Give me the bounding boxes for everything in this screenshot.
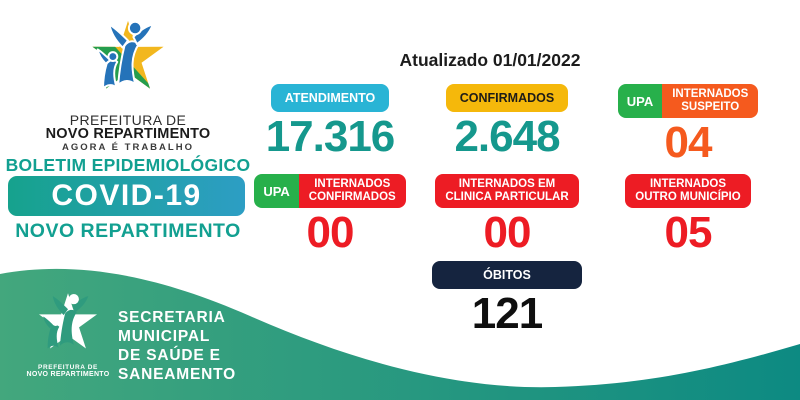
stat-badge: UPA INTERNADOS SUSPEITO (617, 84, 759, 119)
prefeitura-slogan: AGORA É TRABALHO (62, 142, 194, 153)
footer-prefeitura-line1: PREFEITURA DE (38, 364, 98, 371)
stat-value: 121 (471, 289, 543, 339)
footer-wave-shape (0, 268, 800, 400)
updated-date-label: Atualizado 01/01/2022 (399, 50, 581, 70)
city-name: NOVO REPARTIMENTO (15, 220, 241, 242)
secretaria-title: SECRETARIA MUNICIPAL DE SAÚDE E SANEAMEN… (118, 309, 236, 383)
stat-card-upa-internados-suspeito: UPA INTERNADOS SUSPEITO 04 (606, 84, 770, 166)
stat-value: 04 (664, 118, 713, 168)
stat-badge: INTERNADOS EM CLINICA PARTICULAR (435, 174, 579, 209)
stat-badge: CONFIRMADOS (445, 84, 569, 113)
stat-value: 2.648 (454, 112, 560, 162)
stat-label: ATENDIMENTO (270, 84, 390, 113)
stat-value: 00 (483, 208, 532, 258)
stat-badge: UPA INTERNADOS CONFIRMADOS (254, 174, 406, 209)
brand-column: PREFEITURA DE NOVO REPARTIMENTO AGORA É … (0, 0, 256, 260)
footer-prefeitura-line2: NOVO REPARTIMENTO (26, 371, 110, 378)
stat-label: INTERNADOS EM CLINICA PARTICULAR (435, 174, 579, 209)
stat-badge: INTERNADOS OUTRO MUNICÍPIO (625, 174, 751, 209)
prefeitura-star-logo-icon (92, 20, 164, 90)
footer-prefeitura-caption: PREFEITURA DE NOVO REPARTIMENTO (8, 364, 128, 378)
secretaria-star-logo-icon (38, 293, 98, 349)
stat-label: INTERNADOS CONFIRMADOS (298, 174, 406, 209)
stat-card-upa-internados-confirmados: UPA INTERNADOS CONFIRMADOS 00 (248, 174, 412, 256)
stat-value: 00 (306, 208, 355, 258)
covid-title-banner: COVID-19 (8, 176, 245, 216)
stat-badge: ATENDIMENTO (270, 84, 390, 113)
stat-label: INTERNADOS SUSPEITO (662, 84, 759, 119)
stat-card-confirmados: CONFIRMADOS 2.648 (425, 84, 589, 160)
stat-card-obitos: ÓBITOS 121 (425, 261, 589, 337)
stat-label: CONFIRMADOS (445, 84, 569, 113)
stat-card-internados-clinica-particular: INTERNADOS EM CLINICA PARTICULAR 00 (425, 174, 589, 256)
bulletin-title: BOLETIM EPIDEMIOLÓGICO (5, 155, 251, 175)
prefeitura-name-line2: NOVO REPARTIMENTO (45, 126, 211, 142)
stat-badge: ÓBITOS (432, 261, 582, 290)
stat-label: ÓBITOS (432, 261, 582, 290)
stat-value: 05 (664, 208, 713, 258)
stat-value: 17.316 (265, 112, 396, 162)
stat-label: INTERNADOS OUTRO MUNICÍPIO (625, 174, 751, 209)
upa-prefix-badge: UPA (254, 174, 299, 209)
upa-prefix-badge: UPA (617, 84, 663, 119)
stat-card-internados-outro-municipio: INTERNADOS OUTRO MUNICÍPIO 05 (606, 174, 770, 256)
prefeitura-name-line1: PREFEITURA DE (69, 112, 187, 128)
stat-card-atendimento: ATENDIMENTO 17.316 (248, 84, 412, 160)
disease-title: COVID-19 (51, 179, 202, 212)
